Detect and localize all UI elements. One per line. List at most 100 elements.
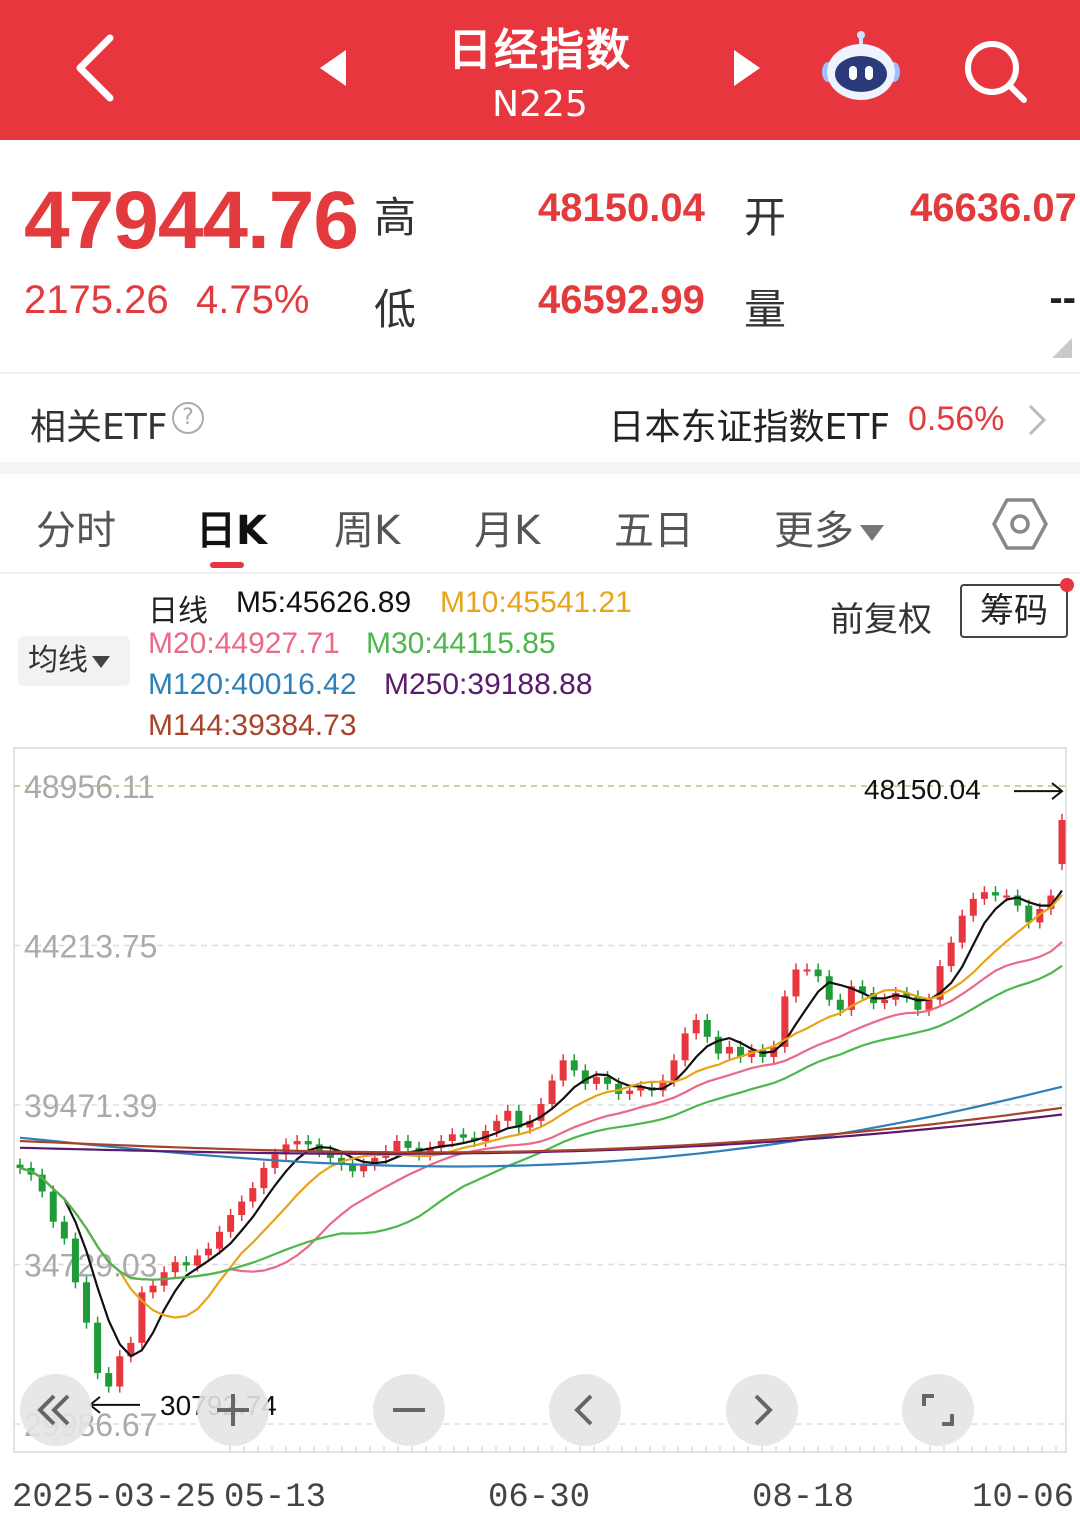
candle-body	[238, 1201, 246, 1216]
tab-five-day[interactable]: 五日	[614, 508, 694, 554]
volume-value: --	[1049, 276, 1076, 320]
candle-body	[858, 986, 866, 994]
x-tick-label: 10-06	[972, 1479, 1074, 1517]
tab-weekly-k[interactable]: 周K	[334, 508, 401, 554]
candle-body	[49, 1191, 57, 1222]
next-index-icon[interactable]	[728, 46, 768, 90]
candle-body	[681, 1033, 689, 1061]
scroll-to-start-button[interactable]	[20, 1374, 92, 1446]
double-chevron-left-icon	[37, 1394, 70, 1426]
candle-body	[537, 1104, 545, 1121]
dropdown-caret-icon	[860, 525, 884, 541]
candle-body	[1014, 895, 1022, 906]
candle-body	[725, 1046, 733, 1054]
candle-body	[1025, 905, 1033, 923]
candle-body	[659, 1080, 667, 1091]
active-tab-indicator	[210, 562, 244, 568]
candle-body	[604, 1077, 612, 1084]
search-icon[interactable]	[958, 34, 1032, 108]
ma120-label: M120:40016.42	[148, 668, 357, 701]
candle-body	[71, 1238, 79, 1283]
candle-body	[304, 1141, 312, 1145]
chevron-right-icon	[754, 1394, 773, 1426]
back-arrow-icon[interactable]	[62, 28, 132, 108]
help-icon[interactable]: ?	[172, 402, 204, 434]
tab-more[interactable]: 更多	[774, 498, 884, 556]
candle-body	[581, 1070, 589, 1084]
y-tick-label: 44213.75	[24, 929, 157, 965]
candle-body	[404, 1141, 412, 1148]
dropdown-caret-icon	[92, 655, 110, 668]
candle-body	[227, 1215, 235, 1232]
candle-body	[83, 1282, 91, 1323]
x-tick-label: 05-13	[224, 1479, 326, 1517]
candle-body	[903, 993, 911, 997]
candlestick-chart[interactable]: 48956.1144213.7539471.3934729.0329986.67…	[0, 740, 1080, 1526]
low-value: 46592.99	[538, 278, 705, 322]
moving-average-dropdown[interactable]: 均线	[18, 636, 130, 686]
annotation-arrow	[1051, 782, 1064, 800]
high-value: 48150.04	[538, 186, 705, 230]
high-label: 高	[374, 193, 417, 242]
period-label: 日线	[148, 595, 208, 628]
x-tick-label: 2025-03-25	[12, 1479, 216, 1517]
scroll-left-button[interactable]	[549, 1374, 621, 1446]
candle-body	[1047, 895, 1055, 909]
candle-body	[127, 1342, 135, 1357]
candle-body	[216, 1231, 224, 1249]
assistant-robot-icon[interactable]	[820, 30, 902, 106]
candle-body	[637, 1087, 645, 1091]
page-subtitle: N225	[492, 84, 588, 125]
candle-body	[459, 1134, 467, 1138]
candle-body	[105, 1373, 113, 1387]
candle-body	[293, 1141, 301, 1145]
candle-body	[714, 1036, 722, 1054]
candle-body	[349, 1164, 357, 1172]
volume-label: 量	[744, 285, 787, 334]
candle-body	[249, 1188, 257, 1202]
tab-more-label: 更多	[774, 508, 854, 554]
scroll-right-button[interactable]	[726, 1374, 798, 1446]
candle-body	[393, 1141, 401, 1152]
page-title: 日经指数	[448, 25, 632, 76]
candle-body	[1058, 820, 1066, 865]
price-adjust-option[interactable]: 前复权	[830, 600, 932, 640]
candle-body	[493, 1120, 501, 1131]
ma-line	[19, 894, 1063, 1319]
tab-daily-k[interactable]: 日K	[196, 508, 267, 554]
fullscreen-button[interactable]	[902, 1374, 974, 1446]
candle-body	[836, 999, 844, 1010]
candle-body	[260, 1167, 268, 1189]
x-tick-label: 06-30	[488, 1479, 590, 1517]
chip-distribution-button[interactable]: 筹码	[960, 584, 1068, 638]
zoom-in-button[interactable]	[197, 1374, 269, 1446]
ma-line	[19, 1106, 1063, 1154]
divider	[0, 372, 1080, 374]
candle-body	[360, 1164, 368, 1172]
ma20-label: M20:44927.71	[148, 627, 340, 660]
candle-body	[847, 986, 855, 1010]
etf-name[interactable]: 日本东证指数ETF	[608, 407, 890, 448]
candle-body	[448, 1134, 456, 1142]
zoom-out-button[interactable]	[373, 1374, 445, 1446]
candle-body	[426, 1147, 434, 1155]
related-etf-label: 相关ETF	[30, 407, 168, 448]
candle-body	[38, 1174, 46, 1192]
candle-body	[692, 1019, 700, 1034]
y-tick-label: 48956.11	[24, 769, 155, 805]
candle-body	[193, 1255, 201, 1266]
candle-body	[559, 1060, 567, 1081]
candle-body	[803, 969, 811, 972]
candle-body	[925, 999, 933, 1010]
prev-index-icon[interactable]	[312, 46, 352, 90]
ma5-label: M5:45626.89	[236, 586, 412, 619]
chevron-right-icon[interactable]	[1022, 400, 1052, 440]
plus-icon	[217, 1394, 249, 1426]
y-tick-label: 39471.39	[24, 1088, 157, 1124]
expand-corner-icon[interactable]	[1052, 338, 1072, 358]
settings-hexagon-icon[interactable]	[992, 496, 1048, 552]
candle-body	[60, 1221, 68, 1239]
tab-intraday[interactable]: 分时	[36, 508, 116, 554]
tab-monthly-k[interactable]: 月K	[474, 508, 541, 554]
candle-body	[914, 996, 922, 1010]
